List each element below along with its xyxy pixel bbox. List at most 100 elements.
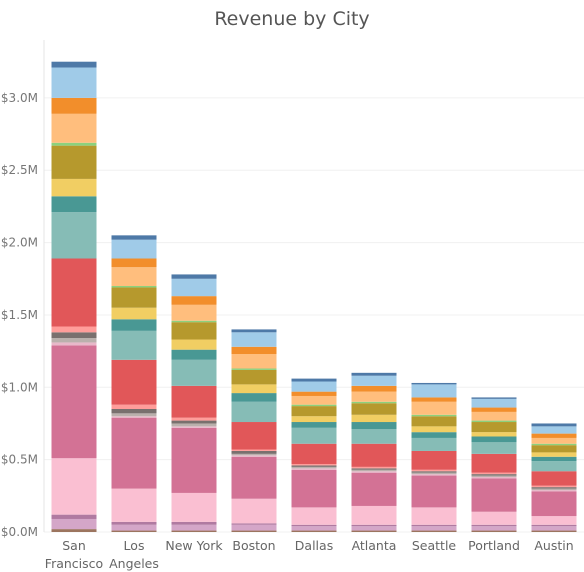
bar-segment [531, 488, 577, 491]
bar-segment [51, 178, 97, 197]
x-tick-label-line: San [62, 538, 86, 553]
x-tick-label: Seattle [412, 538, 457, 553]
bar-segment [51, 142, 97, 146]
bar-segment [171, 417, 217, 421]
bar-segment [411, 432, 457, 438]
bar-segment [531, 487, 577, 489]
bar-segment [111, 258, 157, 268]
bar-segment [231, 401, 277, 423]
bar-segment [51, 145, 97, 179]
bar-stack [411, 382, 457, 532]
bar-segment [411, 401, 457, 415]
y-tick-label: $0.0M [1, 525, 38, 539]
x-tick-label: Portland [468, 538, 520, 553]
bar-segment [351, 372, 397, 376]
bar-stack [531, 423, 577, 532]
bar-segment [471, 475, 517, 478]
bar-segment [471, 526, 517, 531]
bar-segment [231, 332, 277, 347]
bar-segment [471, 478, 517, 512]
bar-segment [111, 524, 157, 531]
bar-segment [171, 349, 217, 360]
bar-stack [351, 372, 397, 532]
bar-segment [411, 475, 457, 508]
bar-segment [531, 524, 577, 527]
bar-segment [531, 491, 577, 517]
bar-segment [111, 286, 157, 288]
bar-segment [531, 452, 577, 457]
bar-segment [51, 338, 97, 343]
bar-segment [171, 322, 217, 340]
bar-segment [171, 304, 217, 321]
bar-stack [111, 235, 157, 532]
bar-segment [51, 61, 97, 68]
bar-segment [291, 524, 337, 527]
bar-segment [531, 437, 577, 444]
bar-segment [171, 423, 217, 427]
bar-segment [231, 523, 277, 525]
bar-segment [531, 530, 577, 532]
x-tick-label-line: Portland [468, 538, 520, 553]
bar-segment [351, 505, 397, 525]
bar-segment [171, 427, 217, 493]
bar-segment [411, 426, 457, 433]
bar-segment [411, 507, 457, 525]
bar-segment [471, 474, 517, 476]
x-axis: San Francisco Los Angeles New York Boston Dall… [45, 538, 574, 571]
bar-segment [231, 498, 277, 524]
bar-segment [111, 417, 157, 489]
y-tick-label: $1.5M [1, 308, 38, 322]
bar-segment [291, 526, 337, 531]
bar-segment [231, 455, 277, 457]
bar-segment [351, 429, 397, 444]
bar-segment [111, 287, 157, 308]
bar-segment [231, 393, 277, 402]
bar-segment [411, 472, 457, 475]
bar-segment [411, 469, 457, 472]
bar-segment [291, 404, 337, 407]
bar-segment [351, 375, 397, 386]
bar-segment [171, 385, 217, 418]
bar-segment [111, 330, 157, 360]
bar-segment [531, 516, 577, 525]
bar-segment [231, 449, 277, 451]
bar-segment [171, 524, 217, 531]
bar-segment [351, 468, 397, 470]
x-tick-label: Los Angeles [109, 538, 159, 571]
bar-segment [351, 414, 397, 423]
bar-segment [231, 368, 277, 370]
bar-segment [351, 403, 397, 415]
x-tick-label: Boston [232, 538, 275, 553]
bar-segment [171, 278, 217, 297]
bar-segment [351, 526, 397, 531]
bar-segment [111, 267, 157, 286]
bar-segment [351, 401, 397, 404]
bar-segment [291, 395, 337, 405]
bar-segment [231, 456, 277, 499]
bar-segment [171, 359, 217, 386]
bar-segment [51, 342, 97, 346]
bar-segment [231, 450, 277, 454]
bar-segment [471, 472, 517, 475]
x-tick-label-line: Angeles [109, 556, 159, 571]
bar-segment [351, 466, 397, 469]
bar-segment [171, 521, 217, 525]
bar-segment [171, 339, 217, 350]
bar-segment [291, 391, 337, 396]
x-tick-label-line: Austin [534, 538, 573, 553]
bar-segment [51, 529, 97, 532]
bar-segment [51, 196, 97, 213]
y-axis: $0.0M $0.5M $1.0M $1.5M $2.0M $2.5M $3.0M [1, 91, 38, 539]
bar-segment [471, 453, 517, 473]
y-tick-label: $3.0M [1, 91, 38, 105]
bar-segment [231, 346, 277, 355]
y-tick-label: $0.5M [1, 453, 38, 467]
chart-title: Revenue by City [214, 8, 370, 30]
bar-segment [231, 354, 277, 369]
bar-segment [111, 416, 157, 418]
bar-segment [351, 469, 397, 472]
y-tick-label: $2.0M [1, 236, 38, 250]
bar-segment [411, 416, 457, 427]
bar-segment [51, 518, 97, 530]
bar-segment [171, 530, 217, 532]
